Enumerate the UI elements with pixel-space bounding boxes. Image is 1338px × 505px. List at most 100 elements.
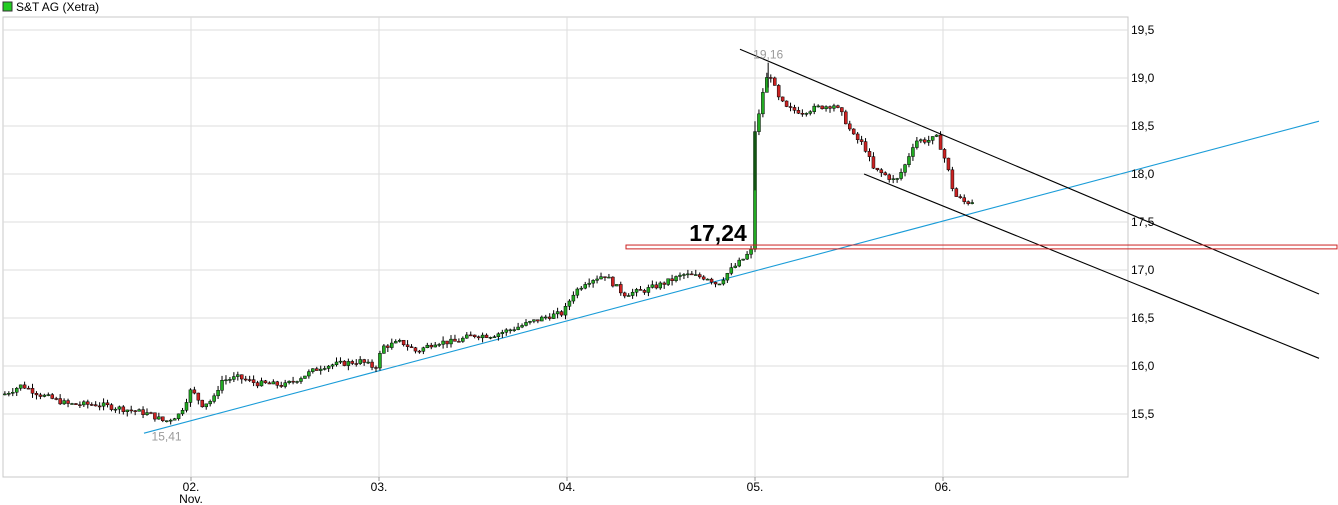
legend-swatch [2,1,13,12]
candle-body [583,284,587,289]
candle-body [7,393,11,395]
candle-body [883,172,888,176]
candle-body [240,374,244,380]
candle-body [437,344,441,346]
candle-body [421,347,426,352]
candle-body [366,361,370,364]
candle-body [145,412,149,415]
candle-body [603,276,607,278]
candle-body [899,172,903,179]
trendline-channel-upper [739,48,1320,295]
candle-body [113,408,118,411]
candle-body [212,395,216,402]
candle-body [125,409,130,412]
candle-body [318,368,323,371]
candle-body [567,300,572,307]
candle-body [919,139,923,142]
candle-body [18,384,23,389]
candle-body [757,113,761,132]
candle-body [630,291,635,296]
candle-body [776,85,781,98]
candle-body [733,265,738,268]
candle-body [725,273,730,281]
candles [3,62,974,425]
candle-body [133,410,137,412]
candle-body [547,316,552,319]
candle-body [595,278,599,281]
candle-body [38,394,43,397]
candle-body [721,279,726,285]
candle-body [520,325,524,328]
y-tick-label: 17,0 [1131,263,1155,277]
candle-body [524,322,528,326]
candle-body [350,361,355,364]
candle-body [694,274,698,276]
candle-body [188,389,193,403]
candle-body [26,387,31,390]
candle-body [670,278,674,281]
candle-body [149,412,153,414]
candle-body [780,96,785,102]
y-tick-label: 16,5 [1131,311,1155,325]
x-axis: 02. 03. 04. 05. 06. [183,477,951,494]
trendlines [143,48,1320,434]
candle-body [413,347,418,352]
level-value-label: 17,24 [689,220,747,246]
candle-body [374,367,378,369]
candle-body [176,413,181,419]
candle-body [851,128,856,135]
candle-body [820,105,824,110]
candle-body [101,402,106,407]
candle-body [232,376,236,380]
candle-body [911,147,915,157]
candle-body [788,106,793,108]
candle-body [295,381,299,383]
x-tick-label: 02. [183,480,200,494]
candle-body [930,136,935,141]
candle-body [607,276,611,279]
candle-body [571,294,576,302]
candle-body [962,197,966,202]
candle-body [942,149,947,159]
candle-body [224,379,228,382]
candle-body [46,394,51,396]
candle-body [772,77,777,86]
candle-body [42,394,47,397]
candle-body [950,169,955,189]
candle-body [315,368,319,371]
candle-body [895,178,899,180]
candle-body [382,345,386,354]
candle-body [22,384,27,389]
candle-body [117,406,122,410]
candle-body [137,409,141,412]
candle-body [299,378,303,382]
y-tick-label: 17,5 [1131,215,1155,229]
candle-body [682,274,686,276]
candle-body [867,151,872,157]
candle-body [555,311,560,315]
candle-body [484,334,489,338]
candle-body [129,409,133,412]
candle-body [236,374,240,377]
candle-body [812,105,816,112]
candle-body [666,278,670,285]
y-tick-label: 16,0 [1131,359,1155,373]
candle-body [354,363,359,365]
candle-body [449,338,453,345]
candle-body [386,345,390,348]
candle-body [551,313,556,319]
candle-body [646,287,651,293]
candle-body [761,92,765,115]
candle-body [662,282,666,285]
candle-body [89,404,94,406]
candle-body [161,416,165,422]
candle-body [563,306,568,316]
candle-body [500,332,505,335]
candle-body [141,409,145,415]
candle-body [70,403,74,405]
candle-body [370,361,374,368]
candle-body [599,276,603,280]
candle-body [848,123,852,130]
candle-body [713,281,718,285]
candle-body [50,394,55,399]
